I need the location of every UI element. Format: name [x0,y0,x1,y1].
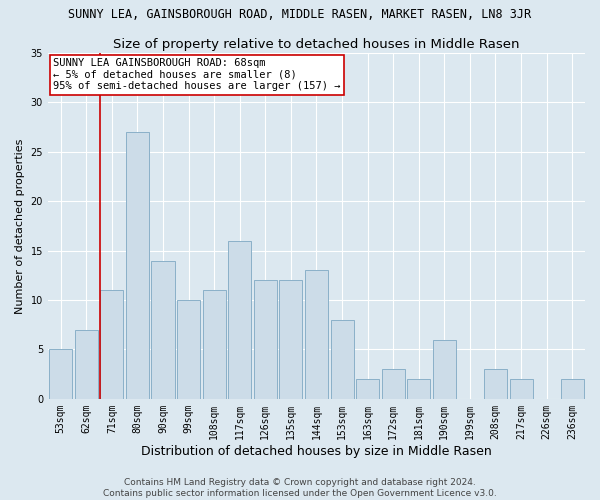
Bar [49,350,72,399]
Bar [561,379,584,399]
Bar [433,340,456,399]
Bar [177,300,200,399]
Text: SUNNY LEA, GAINSBOROUGH ROAD, MIDDLE RASEN, MARKET RASEN, LN8 3JR: SUNNY LEA, GAINSBOROUGH ROAD, MIDDLE RAS… [68,8,532,20]
Text: SUNNY LEA GAINSBOROUGH ROAD: 68sqm
← 5% of detached houses are smaller (8)
95% o: SUNNY LEA GAINSBOROUGH ROAD: 68sqm ← 5% … [53,58,341,92]
Bar [331,320,353,399]
Bar [75,330,98,399]
Bar [356,379,379,399]
X-axis label: Distribution of detached houses by size in Middle Rasen: Distribution of detached houses by size … [141,444,492,458]
Bar [203,290,226,399]
Bar [305,270,328,399]
Bar [126,132,149,399]
Bar [407,379,430,399]
Bar [254,280,277,399]
Text: Contains HM Land Registry data © Crown copyright and database right 2024.
Contai: Contains HM Land Registry data © Crown c… [103,478,497,498]
Bar [280,280,302,399]
Y-axis label: Number of detached properties: Number of detached properties [15,138,25,314]
Bar [228,241,251,399]
Bar [509,379,533,399]
Bar [382,369,404,399]
Bar [484,369,507,399]
Title: Size of property relative to detached houses in Middle Rasen: Size of property relative to detached ho… [113,38,520,51]
Bar [100,290,124,399]
Bar [151,260,175,399]
